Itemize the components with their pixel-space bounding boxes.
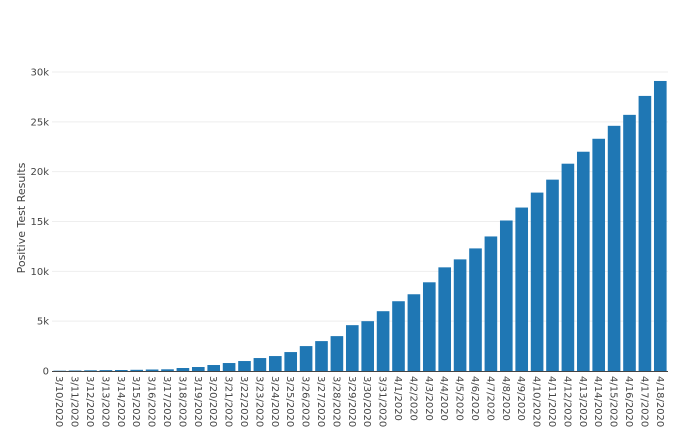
x-tick-label: 4/5/2020 <box>454 376 465 421</box>
bar[interactable] <box>499 220 513 371</box>
bar[interactable] <box>299 346 313 371</box>
x-tick-label: 3/12/2020 <box>84 376 95 427</box>
x-tick-label: 4/18/2020 <box>654 376 665 427</box>
bar[interactable] <box>469 248 482 371</box>
x-tick-label: 3/25/2020 <box>284 376 295 427</box>
y-tick-label: 0 <box>43 367 49 378</box>
gridlines <box>52 71 668 322</box>
bar[interactable] <box>330 336 344 371</box>
bar[interactable] <box>561 163 575 371</box>
bar[interactable] <box>315 341 328 371</box>
x-tick-label: 4/13/2020 <box>577 376 588 427</box>
x-tick-label: 4/8/2020 <box>500 376 511 421</box>
bar[interactable] <box>207 365 221 371</box>
x-tick-label: 4/16/2020 <box>623 376 634 427</box>
x-tick-label: 4/10/2020 <box>531 376 542 427</box>
x-tick-label: 4/1/2020 <box>392 376 403 421</box>
y-tick-label: 20k <box>30 167 49 178</box>
x-tick-label: 3/31/2020 <box>377 376 388 427</box>
bar[interactable] <box>576 151 590 371</box>
bar[interactable] <box>592 138 606 371</box>
bar[interactable] <box>238 361 251 371</box>
x-tick-label: 4/14/2020 <box>592 376 603 427</box>
x-tick-label: 3/14/2020 <box>115 376 126 427</box>
y-tick-label: 5k <box>37 317 49 328</box>
x-tick-label: 3/21/2020 <box>223 376 234 427</box>
y-axis-title: Positive Test Results <box>15 162 28 273</box>
x-tick-label: 3/29/2020 <box>346 376 357 427</box>
x-tick-label: 4/17/2020 <box>638 376 649 427</box>
y-tick-label: 15k <box>30 217 49 228</box>
bar[interactable] <box>161 369 174 371</box>
bar[interactable] <box>130 369 144 371</box>
bar[interactable] <box>653 80 667 371</box>
bar[interactable] <box>484 236 498 371</box>
bar[interactable] <box>222 363 236 371</box>
y-tick-label: 10k <box>30 267 49 278</box>
x-tick-label: 3/27/2020 <box>315 376 326 427</box>
bar[interactable] <box>376 311 390 371</box>
bar[interactable] <box>176 368 190 371</box>
bar[interactable] <box>84 370 97 371</box>
bar[interactable] <box>623 114 636 372</box>
x-tick-label: 4/3/2020 <box>423 376 434 421</box>
x-tick-label: 4/2/2020 <box>407 376 418 421</box>
bar[interactable] <box>268 356 282 371</box>
x-axis-ticks: 3/10/2020 3/11/2020 3/12/2020 3/13/2020 3/14… <box>53 376 665 427</box>
x-tick-label: 3/16/2020 <box>146 376 157 427</box>
x-tick-label: 3/26/2020 <box>300 376 311 427</box>
bar[interactable] <box>99 370 113 371</box>
bar[interactable] <box>114 370 128 371</box>
x-tick-label: 3/24/2020 <box>269 376 280 427</box>
x-tick-label: 3/11/2020 <box>69 376 80 427</box>
x-tick-label: 4/12/2020 <box>561 376 572 427</box>
y-tick-label: 25k <box>30 117 49 128</box>
x-tick-label: 3/19/2020 <box>192 376 203 427</box>
bar[interactable] <box>422 282 436 371</box>
x-tick-label: 3/23/2020 <box>253 376 264 427</box>
bar[interactable] <box>361 321 375 371</box>
bar[interactable] <box>438 267 452 371</box>
x-tick-label: 3/18/2020 <box>176 376 187 427</box>
x-tick-label: 3/30/2020 <box>361 376 372 427</box>
y-axis-ticks: 0 5k 10k 15k 20k 25k 30k <box>30 68 49 378</box>
bars <box>53 80 667 372</box>
x-tick-label: 3/13/2020 <box>99 376 110 427</box>
bar[interactable] <box>345 325 359 371</box>
x-tick-label: 3/15/2020 <box>130 376 141 427</box>
x-tick-label: 3/28/2020 <box>330 376 341 427</box>
x-tick-label: 4/11/2020 <box>546 376 557 427</box>
x-tick-label: 3/10/2020 <box>53 376 64 427</box>
bar[interactable] <box>546 179 559 371</box>
x-tick-label: 3/20/2020 <box>207 376 218 427</box>
x-tick-label: 4/6/2020 <box>469 376 480 421</box>
x-tick-label: 4/15/2020 <box>608 376 619 427</box>
x-tick-label: 3/17/2020 <box>161 376 172 427</box>
bar[interactable] <box>191 367 205 371</box>
bar[interactable] <box>453 259 467 371</box>
bar[interactable] <box>530 192 544 371</box>
x-tick-label: 4/9/2020 <box>515 376 526 421</box>
bar[interactable] <box>638 95 652 372</box>
bar[interactable] <box>145 369 159 371</box>
bar[interactable] <box>607 125 621 371</box>
bar[interactable] <box>515 207 529 371</box>
bar[interactable] <box>284 352 298 371</box>
y-tick-label: 30k <box>30 68 49 79</box>
x-tick-label: 4/7/2020 <box>484 376 495 421</box>
x-tick-label: 3/22/2020 <box>238 376 249 427</box>
bar[interactable] <box>407 294 421 371</box>
bar[interactable] <box>253 358 267 371</box>
bar[interactable] <box>392 301 405 371</box>
x-tick-label: 4/4/2020 <box>438 376 449 421</box>
